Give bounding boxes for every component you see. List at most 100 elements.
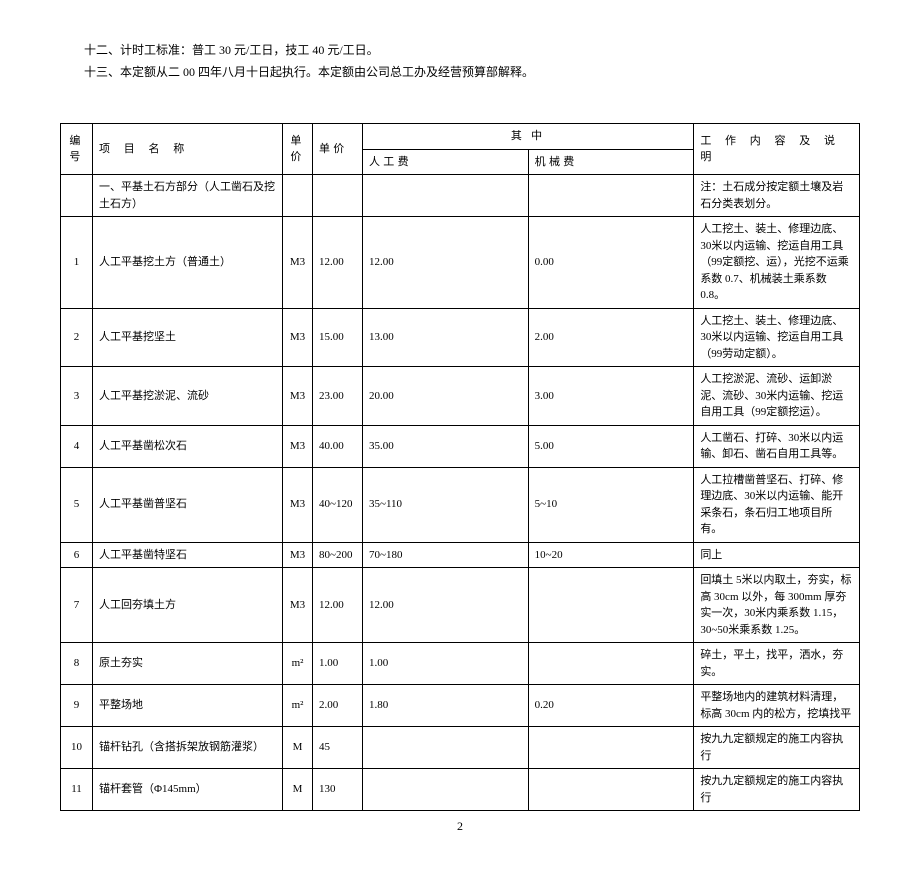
table-row: 2人工平基挖坚土M315.0013.002.00人工挖土、装土、修理边底、30米… <box>61 308 860 367</box>
section-row: 一、平基土石方部分（人工凿石及挖土石方） 注：土石成分按定额土壤及岩石分类表划分… <box>61 175 860 217</box>
cell-labor: 1.80 <box>363 685 529 727</box>
cell-price: 15.00 <box>313 308 363 367</box>
cell-name: 锚杆套管（Φ145mm） <box>93 769 283 811</box>
cell-machine <box>528 727 694 769</box>
cell-unit: M3 <box>283 217 313 309</box>
cell-price: 12.00 <box>313 217 363 309</box>
cell-desc: 人工挖淤泥、流砂、运卸淤泥、流砂、30米内运输、挖运自用工具（99定额挖运）。 <box>694 367 860 426</box>
cell-name: 人工平基凿普坚石 <box>93 467 283 542</box>
cell-num: 6 <box>61 542 93 568</box>
cell-num: 1 <box>61 217 93 309</box>
cell-desc: 人工凿石、打碎、30米以内运输、卸石、凿石自用工具等。 <box>694 425 860 467</box>
cell-price: 12.00 <box>313 568 363 643</box>
header-sub: 其 中 <box>363 124 694 150</box>
header-price: 单价 <box>313 124 363 175</box>
cell-unit: M3 <box>283 367 313 426</box>
cell-machine: 5.00 <box>528 425 694 467</box>
table-row: 4人工平基凿松次石M340.0035.005.00人工凿石、打碎、30米以内运输… <box>61 425 860 467</box>
cell-price: 130 <box>313 769 363 811</box>
cell-machine: 5~10 <box>528 467 694 542</box>
preamble-line-1: 十二、计时工标准：普工 30 元/工日，技工 40 元/工日。 <box>60 40 860 62</box>
cell-num: 2 <box>61 308 93 367</box>
cell-price: 23.00 <box>313 367 363 426</box>
section-desc: 注：土石成分按定额土壤及岩石分类表划分。 <box>694 175 860 217</box>
cell-price: 40.00 <box>313 425 363 467</box>
cell-num: 10 <box>61 727 93 769</box>
cell-name: 人工平基凿松次石 <box>93 425 283 467</box>
table-row: 3人工平基挖淤泥、流砂M323.0020.003.00人工挖淤泥、流砂、运卸淤泥… <box>61 367 860 426</box>
cell-price: 40~120 <box>313 467 363 542</box>
cell-labor: 35.00 <box>363 425 529 467</box>
cell-desc: 平整场地内的建筑材料清理，标高 30cm 内的松方，挖填找平 <box>694 685 860 727</box>
cell-labor <box>363 727 529 769</box>
section-name: 一、平基土石方部分（人工凿石及挖土石方） <box>93 175 283 217</box>
cell-machine <box>528 769 694 811</box>
cell-labor: 20.00 <box>363 367 529 426</box>
cell-machine: 2.00 <box>528 308 694 367</box>
cell-num: 7 <box>61 568 93 643</box>
cell-unit: M <box>283 727 313 769</box>
cell-desc: 按九九定额规定的施工内容执行 <box>694 769 860 811</box>
table-row: 8原土夯实m²1.001.00碎土，平土，找平，洒水，夯实。 <box>61 643 860 685</box>
table-row: 10锚杆钻孔（含搭拆架放钢筋灌浆）M45 按九九定额规定的施工内容执行 <box>61 727 860 769</box>
cell-num: 4 <box>61 425 93 467</box>
table-row: 9平整场地m²2.001.800.20平整场地内的建筑材料清理，标高 30cm … <box>61 685 860 727</box>
cell-num: 11 <box>61 769 93 811</box>
cell-name: 锚杆钻孔（含搭拆架放钢筋灌浆） <box>93 727 283 769</box>
cell-labor <box>363 769 529 811</box>
cell-machine: 0.20 <box>528 685 694 727</box>
header-machine: 机械费 <box>528 149 694 175</box>
cell-unit: M3 <box>283 308 313 367</box>
cell-name: 平整场地 <box>93 685 283 727</box>
preamble-line-2: 十三、本定额从二 00 四年八月十日起执行。本定额由公司总工办及经营预算部解释。 <box>60 62 860 84</box>
cell-num: 8 <box>61 643 93 685</box>
table-row: 11锚杆套管（Φ145mm）M130 按九九定额规定的施工内容执行 <box>61 769 860 811</box>
cell-unit: M <box>283 769 313 811</box>
table-row: 7人工回夯填土方M312.0012.00回填土 5米以内取土，夯实，标高 30c… <box>61 568 860 643</box>
cell-desc: 人工挖土、装土、修理边底、30米以内运输、挖运自用工具（99劳动定额）。 <box>694 308 860 367</box>
cell-name: 人工平基挖坚土 <box>93 308 283 367</box>
cell-name: 原土夯实 <box>93 643 283 685</box>
cell-unit: M3 <box>283 425 313 467</box>
cell-machine: 0.00 <box>528 217 694 309</box>
quota-table: 编号 项 目 名 称 单价 单价 其 中 工 作 内 容 及 说 明 人工费 机… <box>60 123 860 811</box>
cell-name: 人工平基挖土方（普通土） <box>93 217 283 309</box>
cell-unit: M3 <box>283 542 313 568</box>
table-row: 5人工平基凿普坚石M340~12035~1105~10人工拉槽凿普坚石、打碎、修… <box>61 467 860 542</box>
cell-labor: 12.00 <box>363 217 529 309</box>
cell-labor: 35~110 <box>363 467 529 542</box>
cell-desc: 同上 <box>694 542 860 568</box>
cell-name: 人工平基凿特坚石 <box>93 542 283 568</box>
header-num: 编号 <box>61 124 93 175</box>
cell-machine <box>528 643 694 685</box>
cell-unit: m² <box>283 643 313 685</box>
cell-price: 45 <box>313 727 363 769</box>
header-labor: 人工费 <box>363 149 529 175</box>
page-number: 2 <box>60 819 860 834</box>
cell-labor: 13.00 <box>363 308 529 367</box>
table-row: 1人工平基挖土方（普通土）M312.0012.000.00人工挖土、装土、修理边… <box>61 217 860 309</box>
table-row: 6人工平基凿特坚石M380~20070~18010~20同上 <box>61 542 860 568</box>
cell-desc: 回填土 5米以内取土，夯实，标高 30cm 以外，每 300mm 厚夯实一次，3… <box>694 568 860 643</box>
cell-unit: M3 <box>283 467 313 542</box>
cell-num: 9 <box>61 685 93 727</box>
cell-price: 1.00 <box>313 643 363 685</box>
header-unit: 单价 <box>283 124 313 175</box>
cell-price: 2.00 <box>313 685 363 727</box>
cell-desc: 人工挖土、装土、修理边底、30米以内运输、挖运自用工具（99定额挖、运），光挖不… <box>694 217 860 309</box>
cell-unit: M3 <box>283 568 313 643</box>
header-desc: 工 作 内 容 及 说 明 <box>694 124 860 175</box>
cell-price: 80~200 <box>313 542 363 568</box>
cell-labor: 12.00 <box>363 568 529 643</box>
cell-desc: 按九九定额规定的施工内容执行 <box>694 727 860 769</box>
header-name: 项 目 名 称 <box>93 124 283 175</box>
cell-desc: 人工拉槽凿普坚石、打碎、修理边底、30米以内运输、能开采条石，条石归工地项目所有… <box>694 467 860 542</box>
cell-num: 5 <box>61 467 93 542</box>
cell-machine: 3.00 <box>528 367 694 426</box>
cell-labor: 70~180 <box>363 542 529 568</box>
cell-machine <box>528 568 694 643</box>
preamble-text: 十二、计时工标准：普工 30 元/工日，技工 40 元/工日。 十三、本定额从二… <box>60 40 860 83</box>
cell-desc: 碎土，平土，找平，洒水，夯实。 <box>694 643 860 685</box>
cell-num: 3 <box>61 367 93 426</box>
cell-labor: 1.00 <box>363 643 529 685</box>
